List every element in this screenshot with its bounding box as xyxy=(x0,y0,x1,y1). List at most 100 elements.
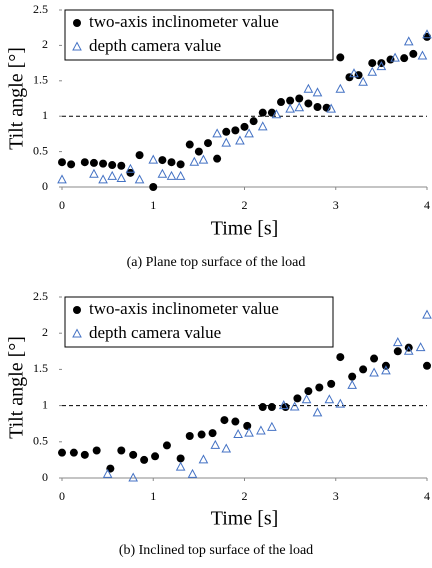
legend-entry: depth camera value xyxy=(72,323,221,342)
point xyxy=(304,387,313,396)
point xyxy=(212,128,222,138)
point xyxy=(415,342,426,352)
point xyxy=(244,427,254,437)
y-tick-label: 1 xyxy=(42,397,48,411)
caption: (b) Inclined top surface of the load xyxy=(119,543,313,558)
point xyxy=(367,66,378,76)
point xyxy=(422,309,432,319)
point xyxy=(80,158,89,167)
point xyxy=(135,151,144,160)
chart-panel: 0 0.5 1 1.5 2 2.5 0 1 2 3 4 two-axis inclinometer v… xyxy=(6,289,432,558)
point xyxy=(198,154,209,164)
point xyxy=(423,361,431,370)
point xyxy=(187,468,198,478)
point xyxy=(108,161,117,170)
point xyxy=(158,156,167,165)
point xyxy=(335,398,346,408)
point xyxy=(128,472,139,482)
point xyxy=(208,429,217,438)
point xyxy=(198,454,209,464)
y-axis-label: Tilt angle [°] xyxy=(6,336,28,439)
point xyxy=(107,170,118,180)
point xyxy=(278,400,289,410)
point xyxy=(304,99,313,108)
legend-marker xyxy=(72,328,82,338)
point xyxy=(80,450,89,459)
point xyxy=(403,36,414,46)
point xyxy=(231,417,240,426)
x-tick-label: 2 xyxy=(242,489,248,503)
point xyxy=(117,161,126,170)
y-tick-label: 2 xyxy=(42,325,48,339)
point xyxy=(157,168,168,178)
point xyxy=(176,454,185,463)
point xyxy=(89,158,98,167)
point xyxy=(58,448,66,457)
point xyxy=(176,160,185,169)
point xyxy=(244,128,254,138)
point xyxy=(185,432,194,441)
point xyxy=(125,163,136,173)
point xyxy=(409,49,418,58)
point xyxy=(349,68,359,78)
point xyxy=(189,156,200,166)
point xyxy=(175,461,186,471)
point xyxy=(140,455,149,464)
point xyxy=(213,154,222,163)
point xyxy=(231,126,240,135)
legend-entry: two-axis inclinometer value xyxy=(73,299,279,318)
point xyxy=(129,450,138,459)
legend-box xyxy=(64,296,334,348)
legend-label: depth camera value xyxy=(89,323,221,342)
point xyxy=(126,168,135,177)
legend-entry: depth camera value xyxy=(72,36,221,55)
point xyxy=(359,365,368,374)
point xyxy=(400,54,409,63)
point xyxy=(267,403,276,412)
point xyxy=(221,443,232,453)
point xyxy=(345,73,354,82)
point xyxy=(368,59,377,68)
x-tick-label: 3 xyxy=(333,489,339,503)
point xyxy=(326,103,337,113)
point xyxy=(222,127,231,136)
point xyxy=(417,50,428,60)
point xyxy=(166,170,177,180)
legend-label: two-axis inclinometer value xyxy=(89,12,279,31)
point xyxy=(267,421,277,431)
point xyxy=(390,52,400,62)
point xyxy=(204,139,212,148)
point xyxy=(336,53,345,62)
point xyxy=(162,441,171,450)
x-tick-label: 1 xyxy=(150,489,156,503)
x-tick-label: 2 xyxy=(242,198,248,212)
point xyxy=(210,439,221,449)
x-tick-label: 4 xyxy=(424,489,430,503)
x-tick-label: 0 xyxy=(59,198,65,212)
point xyxy=(167,158,176,167)
point xyxy=(392,337,403,347)
point xyxy=(220,416,229,425)
point xyxy=(249,117,258,126)
point xyxy=(286,96,295,105)
x-tick-label: 1 xyxy=(150,198,156,212)
y-tick-label: 0.5 xyxy=(33,143,48,157)
x-axis-label: Time [s] xyxy=(211,218,279,240)
point xyxy=(403,345,414,355)
point xyxy=(256,425,266,435)
point xyxy=(99,159,108,168)
point xyxy=(376,61,387,71)
y-tick-label: 0 xyxy=(42,470,48,484)
point xyxy=(277,98,285,107)
point xyxy=(117,446,126,455)
legend-label: depth camera value xyxy=(89,36,221,55)
y-tick-label: 0 xyxy=(42,179,48,193)
point xyxy=(369,367,379,377)
x-axis-label: Time [s] xyxy=(211,508,279,530)
point xyxy=(381,365,391,375)
x-tick-label: 0 xyxy=(59,489,65,503)
y-tick-label: 1.5 xyxy=(33,361,48,375)
point xyxy=(422,29,432,39)
point xyxy=(393,347,402,356)
